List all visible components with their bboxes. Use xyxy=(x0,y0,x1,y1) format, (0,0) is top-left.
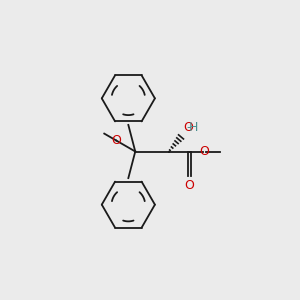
Text: O: O xyxy=(111,134,121,147)
Text: O: O xyxy=(183,122,193,134)
Text: O: O xyxy=(184,178,194,191)
Text: H: H xyxy=(189,122,198,134)
Text: O: O xyxy=(200,145,209,158)
Text: -: - xyxy=(186,122,191,134)
